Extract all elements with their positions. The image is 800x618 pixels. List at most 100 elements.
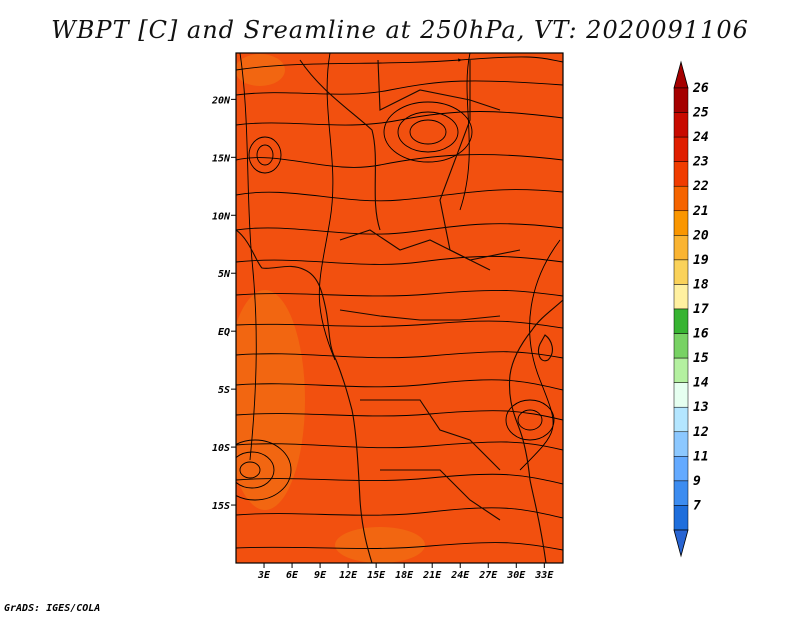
streamline [236,154,563,168]
colorbar-swatch [673,161,689,187]
colorbar-swatch [673,333,689,359]
africa-coastline [236,229,373,563]
colorbar-label: 20 [692,228,709,243]
x-tick-label: 24E [450,570,470,581]
streamline [236,255,563,265]
warm-patches [236,54,425,563]
x-tick-label: 27E [478,570,498,581]
colorbar-swatch [673,505,689,531]
colorbar-swatch [673,235,689,261]
x-tick-label: 6E [286,570,299,581]
colorbar-label: 17 [693,302,709,317]
colorbar-top-cap [673,60,689,89]
y-tick-label: 20N [211,95,231,106]
y-tick-label: 15S [212,501,230,512]
colorbar-label: 24 [692,130,709,145]
x-tick-label: 21E [422,570,442,581]
y-tick-label: 15N [212,153,231,164]
x-tick-label: 33E [534,570,554,581]
vortex-north [409,119,447,145]
chart-title: WBPT [C] and Sreamline at 250hPa, VT: 20… [51,16,749,44]
colorbar-swatch [673,431,689,457]
streamline [236,56,563,71]
colorbar-swatch [673,136,689,162]
colorbar-swatch [673,210,689,236]
colorbar-swatch [673,357,689,383]
colorbar-label: 12 [693,425,709,440]
border [377,59,501,111]
colorbar-swatch [673,87,689,113]
streamline [236,111,563,126]
vortex-east [505,399,555,441]
colorbar: 26 25 24 23 22 21 20 19 18 17 16 15 14 13 12 11 9 7 [673,60,709,558]
x-tick-label: 3E [257,570,271,581]
y-tick-label: 10N [212,211,231,222]
colorbar-swatch [673,308,689,334]
warm-patch-south [335,527,425,563]
colorbar-label: 26 [692,81,709,96]
map-panel: 3E 6E 9E 12E 15E 18E 21E 24E 27E 30E 33E 20N 15N 10N 5… [211,52,564,581]
y-tick-label: EQ [218,327,230,338]
vortex-southwest [236,439,292,501]
streamline [236,473,563,485]
grads-credit: GrADS: IGES/COLA [4,603,101,614]
colorbar-label: 7 [693,498,701,513]
border [339,229,521,261]
colorbar-swatch [673,480,689,506]
lake [537,334,553,362]
colorbar-label: 19 [693,253,709,268]
africa-east-coast [508,299,563,563]
streamline [236,542,563,551]
axis-ticks: 3E 6E 9E 12E 15E 18E 21E 24E 27E 30E 33E 20N 15N 10N 5… [211,95,554,581]
streamline [519,239,561,471]
streamline [239,53,257,461]
colorbar-label: 23 [692,155,709,170]
x-tick-label: 30E [506,570,526,581]
streamline [236,351,563,359]
colorbar-label: 18 [693,277,709,292]
streamline [236,507,563,519]
streamline [459,53,471,211]
colorbar-label: 16 [693,327,709,342]
border [299,59,381,231]
x-tick-label: 12E [339,570,358,581]
coastlines-borders [236,59,563,563]
colorbar-label: 21 [692,204,709,219]
vortex-north [397,111,459,153]
colorbar-bottom-cap [673,529,689,558]
colorbar-swatch [673,185,689,212]
border [380,469,501,521]
vortex-north [383,101,473,163]
streamline [236,80,563,96]
vortex-southwest [236,451,275,489]
streamlines [236,53,563,551]
vortex-northwest [256,144,274,166]
y-tick-label: 5N [218,269,231,280]
colorbar-label: 13 [693,400,709,415]
streamline [236,223,563,235]
colorbar-label: 22 [692,179,709,194]
vortex-southwest [239,461,261,479]
y-tick-label: 10S [212,443,230,454]
streamline [236,189,563,202]
warm-patch-west [236,290,305,510]
y-tick-label: 5S [218,385,230,396]
x-tick-label: 9E [314,570,327,581]
colorbar-swatch [673,112,689,138]
border [360,399,501,471]
streamline [318,53,336,361]
streamline [236,320,563,329]
vortex-east [517,409,543,431]
streamline [236,289,563,297]
colorbar-label: 11 [693,449,709,464]
colorbar-swatch [673,259,689,285]
colorbar-label: 25 [692,106,709,121]
x-tick-label: 15E [367,570,386,581]
colorbar-label: 14 [693,376,709,391]
streamline [236,379,563,391]
colorbar-label: 9 [693,474,701,489]
colorbar-swatch [673,406,689,433]
streamline [236,441,563,451]
map-frame [235,52,564,564]
